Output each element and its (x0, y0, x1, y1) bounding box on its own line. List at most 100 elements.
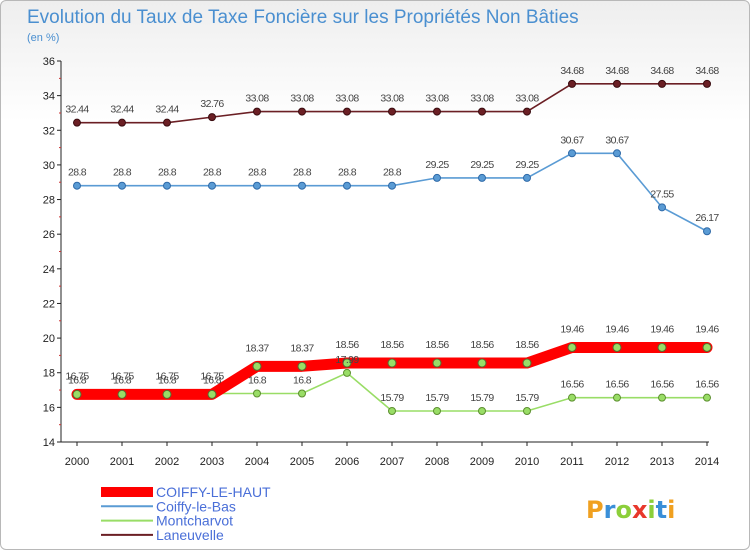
x-tick-label: 2003 (200, 456, 224, 468)
data-label-coiffy-le-haut: 18.37 (290, 342, 314, 354)
data-label-coiffy-le-bas: 28.8 (293, 167, 312, 179)
x-ticks: 2000 2001 2002 2003 2004 2005 2006 2007 2008 2009… (65, 442, 719, 468)
logo-letter: x (632, 496, 648, 524)
data-label-coiffy-le-bas: 28.8 (158, 167, 177, 179)
point-coiffy-le-bas (568, 149, 576, 158)
data-label-coiffy-le-haut: 16.75 (65, 370, 89, 382)
point-coiffy-le-bas (523, 173, 531, 182)
point-coiffy-le-haut (297, 361, 307, 371)
point-laneuvelle (703, 79, 711, 88)
point-montcharvot (613, 393, 621, 402)
logo-text: Proxiti (586, 496, 675, 524)
point-laneuvelle (433, 107, 441, 116)
point-montcharvot (433, 407, 441, 416)
legend-label-laneuvelle: Laneuvelle (156, 527, 224, 543)
data-label-montcharvot: 15.79 (470, 392, 494, 404)
point-laneuvelle (208, 113, 216, 122)
data-label-coiffy-le-bas: 28.8 (338, 167, 357, 179)
data-label-montcharvot: 16.8 (113, 375, 132, 387)
data-label-coiffy-le-bas: 30.67 (560, 134, 584, 146)
data-label-laneuvelle: 32.76 (200, 98, 224, 110)
data-label-laneuvelle: 34.68 (560, 65, 584, 77)
point-montcharvot (658, 393, 666, 402)
point-coiffy-le-haut (522, 358, 532, 368)
data-label-laneuvelle: 33.08 (245, 93, 269, 105)
point-laneuvelle (73, 118, 81, 127)
point-laneuvelle (253, 107, 261, 116)
y-tick-label: 28 (43, 195, 55, 207)
x-tick-label: 2009 (470, 456, 494, 468)
y-tick-label: 24 (43, 264, 55, 276)
data-label-montcharvot: 16.56 (650, 379, 674, 391)
data-label-montcharvot: 16.8 (158, 375, 177, 387)
data-label-laneuvelle: 33.08 (290, 93, 314, 105)
point-coiffy-le-haut (252, 361, 262, 371)
point-coiffy-le-bas (253, 181, 261, 190)
x-tick-label: 2001 (110, 456, 134, 468)
data-label-coiffy-le-bas: 28.8 (68, 167, 87, 179)
data-label-montcharvot: 15.79 (380, 392, 404, 404)
data-label-coiffy-le-haut: 19.46 (605, 323, 629, 335)
point-coiffy-le-haut (477, 358, 487, 368)
point-laneuvelle (568, 79, 576, 88)
y-tick-label: 14 (43, 437, 55, 449)
point-coiffy-le-bas (163, 181, 171, 190)
data-label-coiffy-le-haut: 19.46 (695, 323, 719, 335)
logo-letter: i (647, 496, 655, 524)
data-label-coiffy-le-haut: 18.56 (470, 339, 494, 351)
y-tick-label: 34 (43, 91, 55, 103)
point-coiffy-le-bas (73, 181, 81, 190)
data-label-laneuvelle: 33.08 (470, 93, 494, 105)
point-laneuvelle (658, 79, 666, 88)
data-label-coiffy-le-haut: 16.75 (110, 370, 134, 382)
proxiti-logo: Proxiti (586, 496, 675, 524)
data-label-coiffy-le-haut: 19.46 (560, 323, 584, 335)
data-label-laneuvelle: 32.44 (110, 104, 134, 116)
point-montcharvot (298, 389, 306, 398)
data-label-coiffy-le-bas: 28.8 (113, 167, 132, 179)
x-tick-label: 2004 (245, 456, 269, 468)
point-laneuvelle (523, 107, 531, 116)
data-label-laneuvelle: 33.08 (425, 93, 449, 105)
data-label-laneuvelle: 33.08 (335, 93, 359, 105)
point-coiffy-le-bas (703, 227, 711, 236)
point-coiffy-le-haut (207, 389, 217, 399)
data-label-coiffy-le-bas: 30.67 (605, 134, 629, 146)
data-label-coiffy-le-haut: 18.37 (245, 342, 269, 354)
y-tick-label: 36 (43, 56, 55, 68)
point-coiffy-le-bas (433, 173, 441, 182)
data-label-montcharvot: 15.79 (425, 392, 449, 404)
point-coiffy-le-bas (658, 203, 666, 212)
logo-letter: t (656, 496, 667, 524)
y-tick-label: 20 (43, 333, 55, 345)
point-coiffy-le-haut (702, 342, 712, 352)
data-label-montcharvot: 16.8 (68, 375, 87, 387)
data-label-coiffy-le-haut: 18.56 (380, 339, 404, 351)
y-ticks: 14 16 18 20 22 24 26 28 30 32 34 36 (43, 56, 61, 449)
x-tick-label: 2013 (650, 456, 674, 468)
point-coiffy-le-bas (298, 181, 306, 190)
logo-letter: o (615, 496, 632, 524)
point-laneuvelle (163, 118, 171, 127)
data-label-montcharvot: 16.8 (293, 375, 312, 387)
data-label-coiffy-le-haut: 16.75 (155, 370, 179, 382)
legend-label-coiffy-le-haut: COIFFY-LE-HAUT (156, 484, 271, 500)
series-line-coiffy-le-bas (77, 152, 708, 232)
point-coiffy-le-bas (388, 181, 396, 190)
legend-label-montcharvot: Montcharvot (156, 513, 233, 529)
logo-letter: r (604, 496, 616, 524)
logo-letter: P (586, 496, 604, 524)
data-label-coiffy-le-bas: 28.8 (203, 167, 222, 179)
point-laneuvelle (118, 118, 126, 127)
data-label-montcharvot: 16.56 (605, 379, 629, 391)
point-coiffy-le-haut (387, 358, 397, 368)
x-tick-label: 2010 (515, 456, 539, 468)
data-label-laneuvelle: 34.68 (605, 65, 629, 77)
chart-subtitle: (en %) (27, 32, 59, 44)
point-laneuvelle (388, 107, 396, 116)
data-label-laneuvelle: 34.68 (695, 65, 719, 77)
point-coiffy-le-haut (612, 342, 622, 352)
x-tick-label: 2002 (155, 456, 179, 468)
